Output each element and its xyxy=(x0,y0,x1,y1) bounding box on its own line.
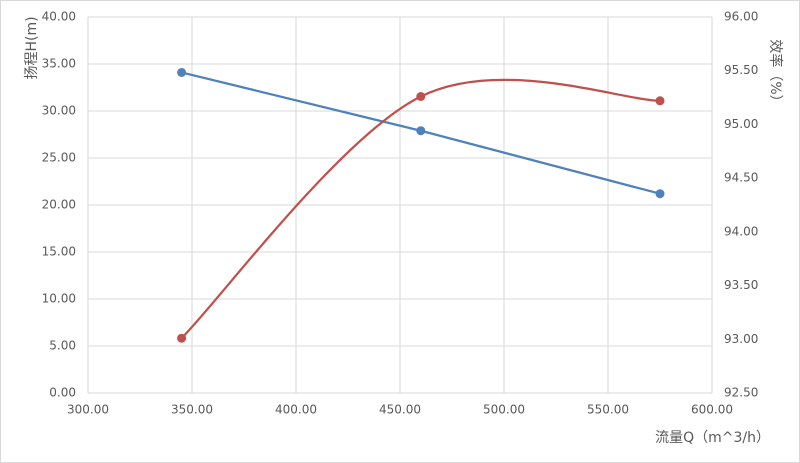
y2-tick-label: 94.50 xyxy=(724,171,758,185)
y-tick-label: 20.00 xyxy=(42,198,76,212)
x-tick-label: 600.00 xyxy=(691,403,733,417)
y-tick-label: 25.00 xyxy=(42,151,76,165)
y2-axis-title: 效率（%） xyxy=(767,39,784,108)
data-point xyxy=(655,96,665,106)
y2-tick-label: 96.00 xyxy=(724,10,758,24)
x-tick-label: 300.00 xyxy=(67,403,109,417)
y2-tick-label: 94.00 xyxy=(724,224,758,238)
x-tick-label: 500.00 xyxy=(483,403,525,417)
x-axis-title: 流量Q（m^3/h） xyxy=(655,430,770,446)
y2-tick-label: 95.00 xyxy=(724,117,758,131)
y2-tick-label: 93.00 xyxy=(724,332,758,346)
data-point xyxy=(655,189,665,199)
y-tick-label: 0.00 xyxy=(49,386,76,400)
data-point xyxy=(416,126,426,136)
x-tick-label: 400.00 xyxy=(275,403,317,417)
y-tick-label: 5.00 xyxy=(49,339,76,353)
x-tick-label: 350.00 xyxy=(171,403,213,417)
y-tick-label: 15.00 xyxy=(42,245,76,259)
y2-tick-label: 95.50 xyxy=(724,63,758,77)
y-tick-label: 40.00 xyxy=(42,10,76,24)
y-tick-label: 35.00 xyxy=(42,57,76,71)
data-point xyxy=(177,333,187,343)
y-tick-label: 30.00 xyxy=(42,104,76,118)
x-tick-label: 550.00 xyxy=(587,403,629,417)
y-tick-label: 10.00 xyxy=(42,292,76,306)
y-axis-title: 扬程H(m) xyxy=(24,16,40,79)
y2-tick-label: 92.50 xyxy=(724,386,758,400)
x-tick-label: 450.00 xyxy=(379,403,421,417)
data-point xyxy=(177,67,187,77)
data-point xyxy=(416,91,426,101)
y2-tick-label: 93.50 xyxy=(724,278,758,292)
